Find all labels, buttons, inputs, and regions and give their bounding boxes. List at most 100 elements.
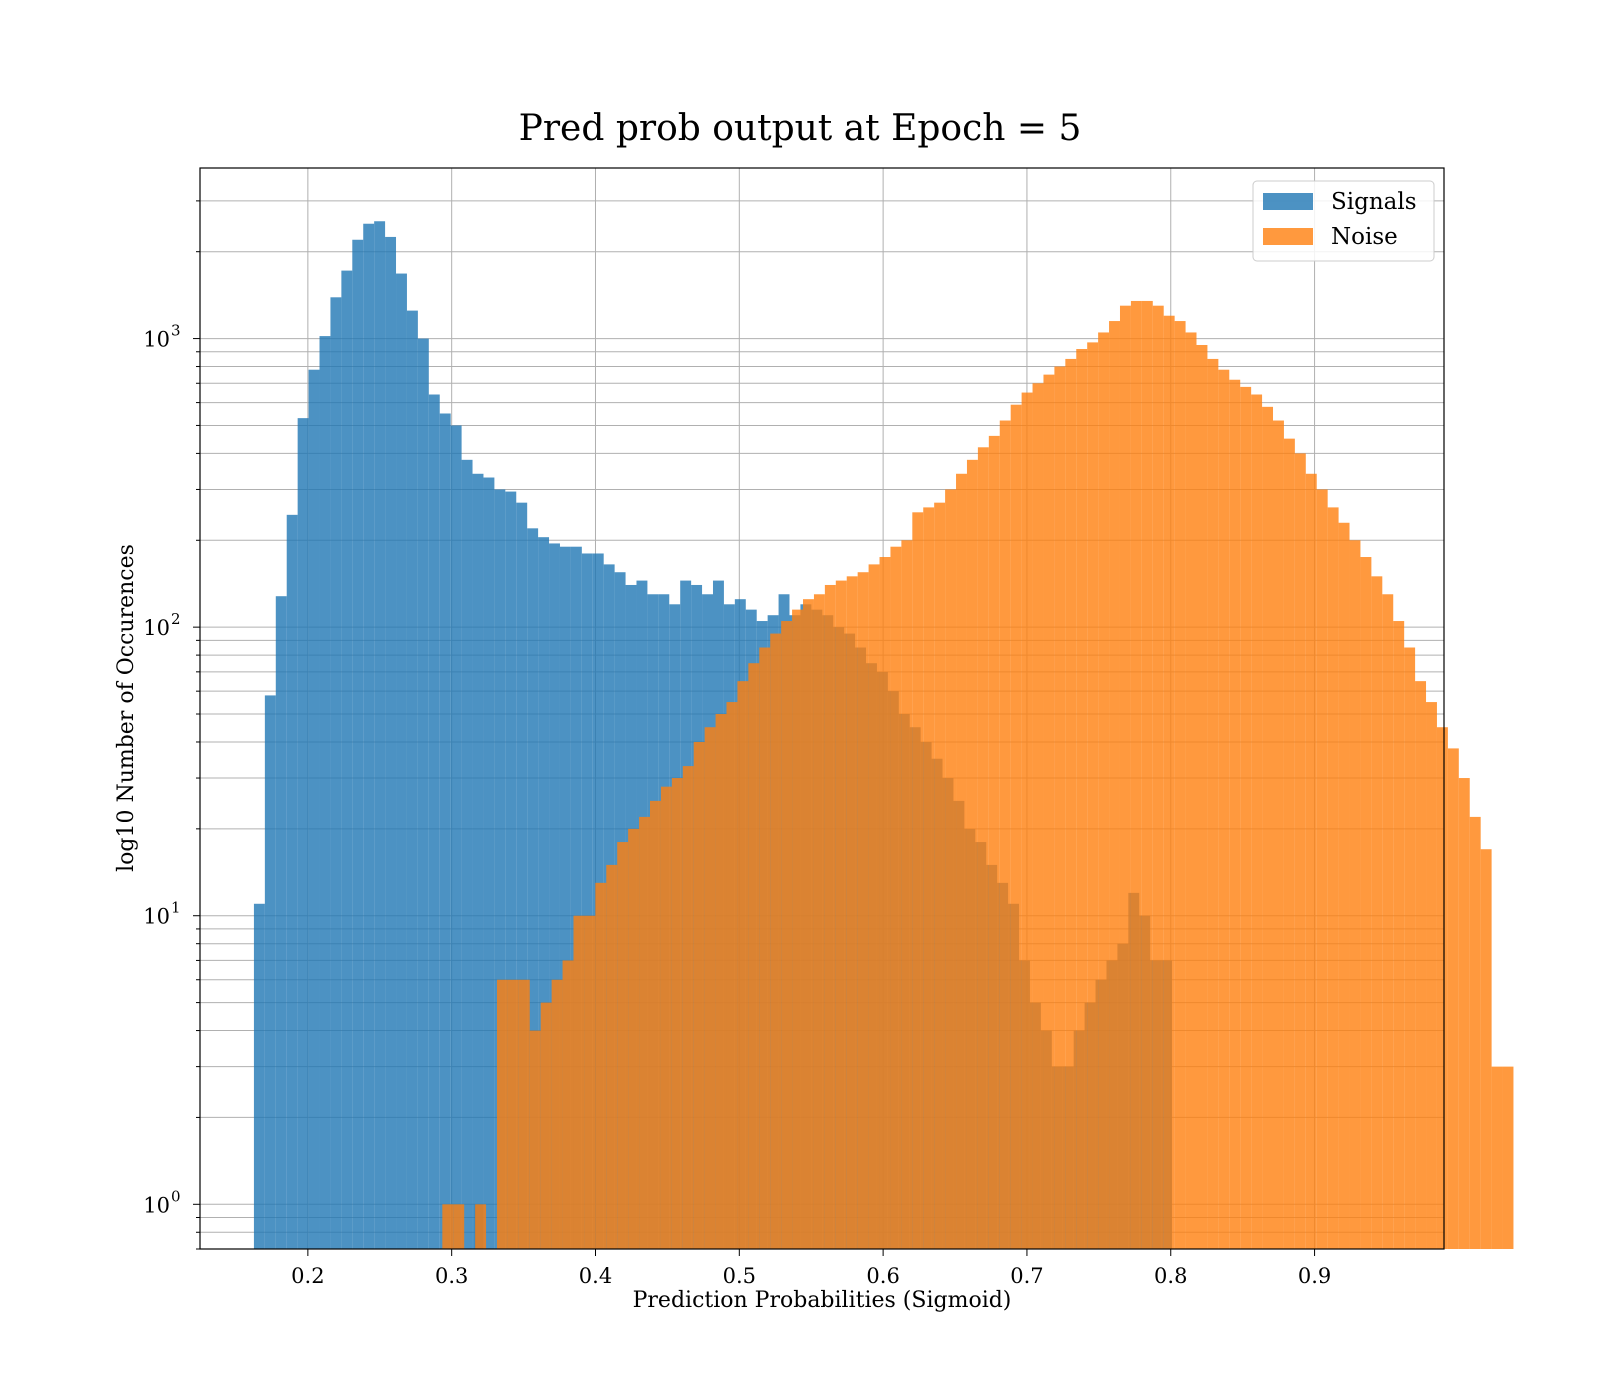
noise-bar	[1283, 438, 1295, 1250]
signals-bar	[396, 273, 407, 1249]
noise-bar	[1404, 647, 1416, 1249]
noise-bar	[781, 621, 793, 1249]
noise-bar	[1469, 816, 1481, 1249]
x-tick-label: 0.2	[291, 1264, 324, 1288]
noise-bar	[1480, 849, 1492, 1249]
noise-bar	[912, 512, 924, 1249]
noise-bar	[507, 979, 519, 1249]
noise-bar	[1262, 406, 1274, 1250]
legend: Signals Noise	[1252, 180, 1435, 262]
noise-bar	[868, 564, 880, 1249]
noise-bar	[529, 1030, 541, 1249]
signals-bar	[286, 514, 298, 1249]
y-tick-exponent: 0	[171, 1187, 181, 1205]
signals-bar	[549, 543, 560, 1249]
noise-bar	[1305, 473, 1317, 1250]
noise-bar	[1174, 321, 1186, 1250]
signals-bar	[385, 236, 397, 1249]
noise-bar	[671, 778, 683, 1249]
signals-bar	[330, 297, 342, 1250]
signals-bar	[570, 546, 582, 1249]
noise-bar	[803, 599, 814, 1249]
noise-bar	[1491, 1066, 1503, 1249]
signals-bar	[559, 546, 571, 1249]
noise-bar	[1251, 394, 1263, 1249]
noise-bar	[1273, 420, 1284, 1250]
noise-bar	[475, 1204, 487, 1249]
noise-bar	[1032, 383, 1044, 1250]
noise-bar	[1360, 557, 1372, 1249]
noise-bar	[660, 786, 672, 1249]
noise-bar	[1447, 748, 1459, 1249]
y-tick-label: 10	[143, 1193, 170, 1217]
noise-bar	[1163, 315, 1175, 1250]
series-noise	[442, 300, 1514, 1250]
noise-bar	[1076, 349, 1088, 1249]
x-tick-label: 0.5	[723, 1264, 756, 1288]
noise-bar	[966, 459, 978, 1249]
noise-bar	[1338, 522, 1350, 1249]
signals-bar	[275, 596, 287, 1249]
y-tick-exponent: 1	[171, 899, 181, 917]
noise-bar	[1458, 778, 1470, 1249]
x-axis-label: Prediction Probabilities (Sigmoid)	[633, 1288, 1012, 1313]
noise-bar	[682, 766, 694, 1249]
noise-bar	[1294, 453, 1306, 1249]
noise-bar	[1426, 702, 1437, 1249]
noise-bar	[1043, 374, 1055, 1249]
noise-bar	[1010, 404, 1022, 1249]
noise-bar	[639, 816, 650, 1249]
noise-bar	[759, 647, 771, 1249]
signals-bar	[494, 489, 506, 1249]
signals-bar	[363, 223, 375, 1249]
signals-bar	[461, 459, 473, 1249]
noise-bar	[1098, 332, 1110, 1249]
noise-bar	[901, 540, 913, 1249]
noise-bar	[879, 557, 891, 1249]
noise-bar	[890, 546, 902, 1249]
noise-bar	[737, 681, 749, 1249]
noise-bar	[1218, 369, 1230, 1250]
signals-bar	[297, 418, 309, 1249]
y-tick-exponent: 2	[171, 610, 181, 628]
legend-swatch-signals	[1263, 193, 1313, 210]
signals-bar	[538, 537, 550, 1249]
legend-label-signals: Signals	[1331, 189, 1417, 215]
noise-bar	[857, 572, 869, 1249]
noise-bar	[813, 594, 825, 1249]
x-tick-label: 0.8	[1154, 1264, 1187, 1288]
noise-bar	[606, 864, 618, 1249]
noise-bar	[835, 580, 847, 1249]
y-tick-label: 10	[143, 328, 170, 352]
y-tick-exponent: 3	[171, 322, 181, 340]
noise-bar	[726, 702, 738, 1249]
signals-bar	[352, 239, 364, 1250]
noise-bar	[595, 882, 607, 1249]
noise-bar	[824, 584, 836, 1249]
noise-bar	[1152, 305, 1164, 1249]
noise-bar	[715, 714, 727, 1249]
noise-bar	[1502, 1066, 1514, 1249]
noise-bar	[540, 1002, 552, 1249]
noise-bar	[1393, 621, 1405, 1249]
noise-bar	[988, 435, 1000, 1249]
noise-bar	[628, 828, 640, 1249]
noise-bar	[1109, 321, 1120, 1250]
noise-bar	[1119, 305, 1131, 1249]
x-tick-label: 0.9	[1298, 1264, 1331, 1288]
noise-bar	[1415, 681, 1427, 1249]
noise-bar	[1054, 366, 1066, 1249]
noise-bar	[1021, 392, 1033, 1249]
noise-bar	[1087, 342, 1099, 1249]
noise-bar	[551, 979, 563, 1249]
signals-bar	[319, 336, 331, 1249]
plot-frame	[199, 167, 1445, 1250]
x-tick-label: 0.4	[579, 1264, 612, 1288]
legend-label-noise: Noise	[1331, 224, 1398, 250]
noise-bar	[1141, 300, 1153, 1249]
noise-bar	[704, 727, 716, 1249]
noise-bar	[1371, 576, 1383, 1249]
signals-bar	[483, 477, 495, 1249]
noise-bar	[562, 960, 574, 1249]
signals-bar	[428, 394, 440, 1249]
